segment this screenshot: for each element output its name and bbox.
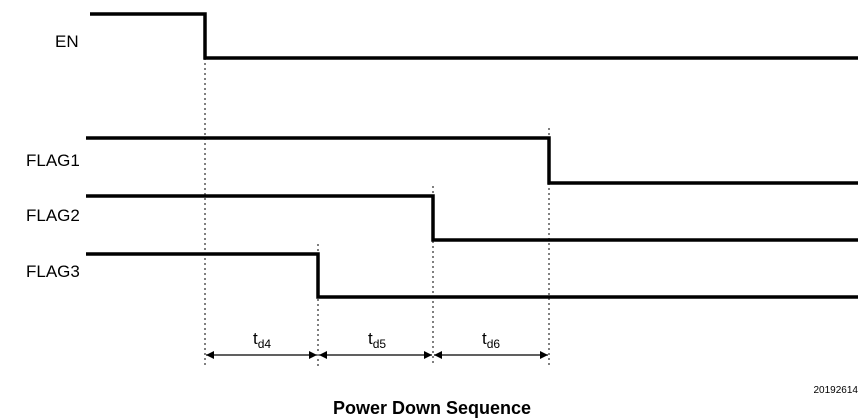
delay-label-td6: td6	[482, 329, 500, 351]
delay-label-td4: td4	[253, 329, 271, 351]
waveform-flag1	[86, 136, 858, 185]
signal-label-flag2: FLAG2	[26, 206, 80, 225]
signal-label-flag3: FLAG3	[26, 262, 80, 281]
diagram-caption: Power Down Sequence	[333, 398, 531, 418]
waveform-flag3	[86, 252, 858, 299]
waveform-flag2	[86, 194, 858, 242]
signal-label-en: EN	[55, 32, 79, 51]
signal-label-flag1: FLAG1	[26, 151, 80, 170]
figure-id: 20192614	[814, 385, 859, 396]
waveform-en	[90, 12, 858, 60]
delay-label-td5: td5	[368, 329, 386, 351]
